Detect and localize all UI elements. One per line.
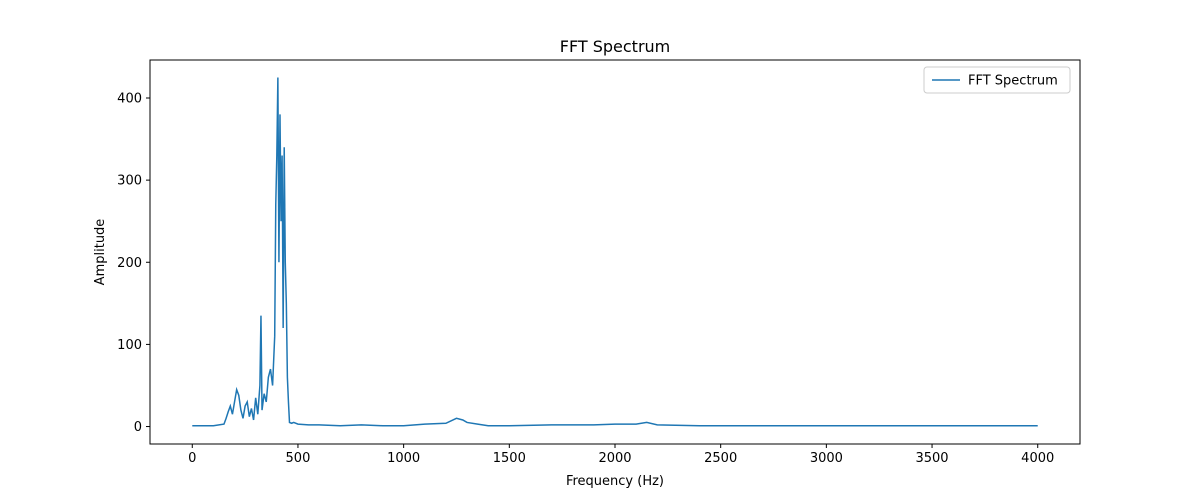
- y-tick-label: 100: [117, 338, 142, 353]
- legend-label: FFT Spectrum: [968, 74, 1058, 89]
- x-tick-label: 3500: [915, 451, 948, 466]
- x-tick-label: 3000: [810, 451, 843, 466]
- chart-title: FFT Spectrum: [560, 37, 671, 56]
- y-tick-label: 0: [134, 420, 142, 435]
- x-tick-label: 500: [286, 451, 311, 466]
- legend-box: [923, 66, 1071, 94]
- x-tick-label: 1500: [493, 451, 526, 466]
- y-tick-label: 300: [117, 174, 142, 189]
- line-series: [192, 77, 1038, 427]
- x-tick-label: 4000: [1021, 451, 1054, 466]
- y-axis-label: Amplitude: [93, 219, 108, 286]
- x-tick-label: 2000: [598, 451, 631, 466]
- x-tick-label: 1000: [387, 451, 420, 466]
- plot-frame: [149, 59, 1081, 445]
- y-tick-label: 200: [117, 256, 142, 271]
- y-tick-label: 400: [117, 91, 142, 106]
- x-axis-label: Frequency (Hz): [566, 474, 664, 489]
- x-tick-label: 0: [188, 451, 196, 466]
- x-tick-label: 2500: [704, 451, 737, 466]
